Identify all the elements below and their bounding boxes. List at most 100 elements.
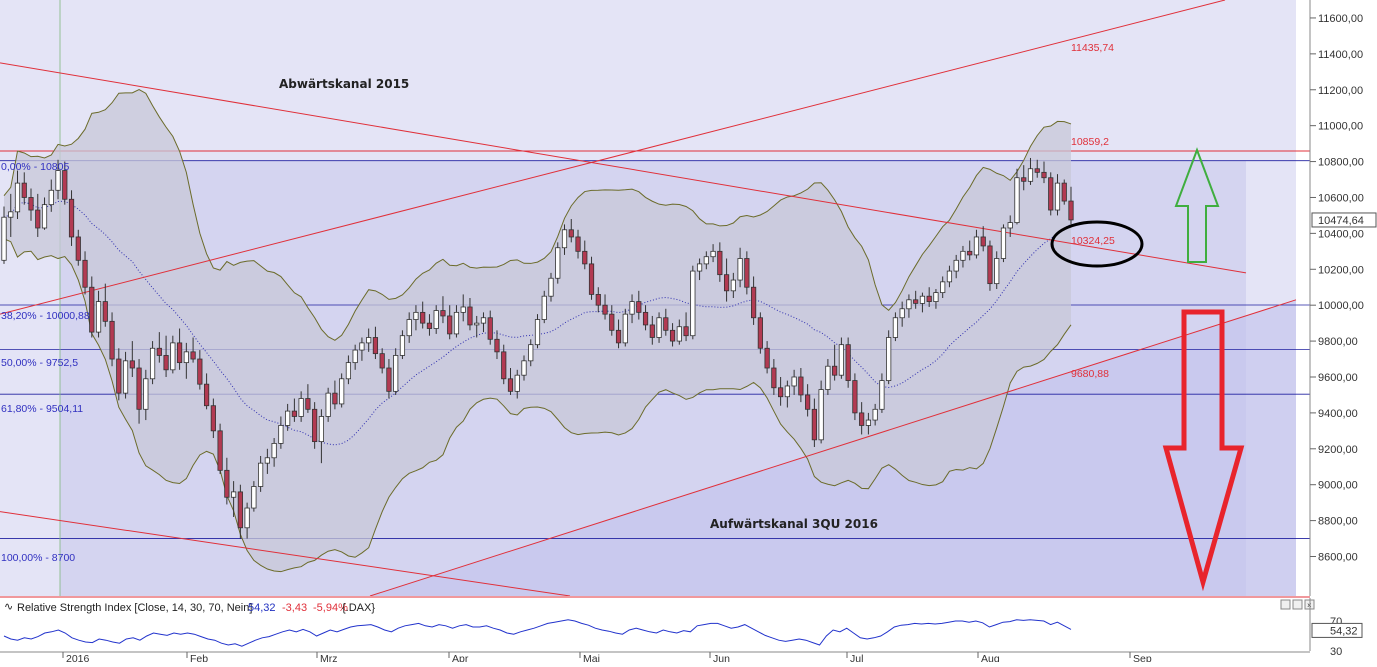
candle bbox=[278, 416, 284, 449]
candle-body-up bbox=[892, 317, 899, 338]
rsi-minimize-button[interactable] bbox=[1280, 599, 1291, 610]
candle bbox=[845, 337, 851, 388]
candle-body-up bbox=[960, 250, 966, 261]
candle bbox=[1, 206, 7, 264]
candle bbox=[271, 438, 277, 467]
candle bbox=[561, 224, 568, 255]
candle bbox=[62, 161, 68, 205]
level-label-10859: 10859,2 bbox=[1071, 136, 1109, 148]
candle bbox=[818, 380, 824, 444]
candle bbox=[751, 276, 757, 325]
candle-body-down bbox=[595, 294, 601, 306]
candle-body-down bbox=[176, 342, 183, 364]
candle bbox=[730, 272, 736, 298]
candle bbox=[102, 283, 108, 327]
candle-body-down bbox=[987, 245, 993, 285]
candle-body-up bbox=[899, 308, 905, 319]
candle bbox=[501, 344, 507, 385]
candle-body-up bbox=[818, 389, 824, 441]
y-tick-label: 9800,00 bbox=[1318, 336, 1358, 348]
fib-label-100: 100,00% - 8700 bbox=[1, 552, 75, 564]
candle-body-down bbox=[129, 360, 135, 369]
level-label-9680: 9680,88 bbox=[1071, 368, 1109, 380]
y-tick-label: 11000,00 bbox=[1318, 121, 1363, 133]
candle bbox=[791, 369, 797, 395]
candle bbox=[116, 348, 122, 401]
rsi-panel[interactable]: ∿ Relative Strength Index [Close, 14, 30… bbox=[0, 598, 1363, 658]
candle-body-up bbox=[1007, 222, 1013, 229]
arrow-up-icon bbox=[1174, 147, 1220, 263]
candle bbox=[379, 348, 385, 374]
candle-body-down bbox=[163, 355, 169, 371]
level-label-11435: 11435,74 bbox=[1071, 42, 1114, 54]
candle bbox=[960, 245, 966, 268]
candle bbox=[575, 229, 581, 259]
candle bbox=[622, 308, 628, 347]
candle bbox=[744, 251, 750, 295]
price-panel[interactable] bbox=[0, 0, 1310, 596]
candle-body-up bbox=[791, 376, 797, 387]
candle-body-down bbox=[156, 347, 162, 356]
candle-body-up bbox=[183, 351, 189, 364]
candle bbox=[406, 312, 412, 343]
candle bbox=[413, 305, 419, 331]
candle bbox=[609, 305, 615, 336]
candle-body-up bbox=[676, 326, 682, 342]
candle bbox=[771, 359, 777, 395]
candle bbox=[690, 265, 696, 340]
month-label: 2016 bbox=[66, 653, 90, 662]
candle bbox=[487, 310, 493, 345]
candle-body-down bbox=[859, 412, 865, 426]
candle bbox=[663, 308, 669, 336]
candle-body-up bbox=[399, 335, 406, 356]
candle-body-up bbox=[825, 365, 831, 390]
candle-body-up bbox=[528, 344, 534, 362]
candle bbox=[129, 341, 135, 377]
candle bbox=[217, 423, 223, 474]
candle-body-up bbox=[629, 301, 635, 315]
candle-body-up bbox=[946, 270, 953, 283]
candle bbox=[82, 251, 88, 295]
candle-body-up bbox=[271, 443, 277, 459]
candle bbox=[899, 301, 905, 327]
y-tick-label: 10600,00 bbox=[1318, 192, 1364, 204]
candle bbox=[420, 301, 426, 329]
candle bbox=[109, 312, 115, 367]
candle-body-down bbox=[602, 304, 608, 315]
candle bbox=[528, 339, 534, 367]
candle bbox=[258, 455, 264, 492]
candle-body-up bbox=[41, 204, 48, 229]
rsi-maximize-button[interactable] bbox=[1292, 599, 1303, 610]
candle bbox=[35, 193, 41, 237]
candle bbox=[649, 315, 655, 345]
candle bbox=[291, 398, 297, 422]
candle bbox=[838, 337, 844, 379]
candle-body-up bbox=[8, 211, 14, 218]
candle bbox=[764, 341, 770, 374]
candle-body-up bbox=[474, 322, 480, 326]
candle-body-up bbox=[1, 216, 7, 261]
candle bbox=[615, 319, 622, 349]
fib-label-0: 0,00% - 10805 bbox=[1, 161, 69, 173]
highlight-ellipse bbox=[1050, 220, 1144, 268]
candle-body-up bbox=[1000, 227, 1007, 259]
candle-body-up bbox=[318, 416, 324, 443]
candle bbox=[717, 242, 723, 282]
abwaertskanal-upper bbox=[0, 62, 1247, 274]
candle bbox=[393, 348, 399, 395]
candle-body-up bbox=[393, 355, 399, 392]
candle bbox=[143, 369, 149, 421]
candle-body-down bbox=[636, 301, 642, 313]
candle bbox=[886, 330, 892, 385]
candle bbox=[629, 294, 635, 324]
y-tick-label: 10400,00 bbox=[1318, 228, 1364, 240]
candle-body-down bbox=[683, 326, 689, 337]
candle bbox=[325, 387, 331, 422]
candle-body-up bbox=[480, 317, 487, 324]
candle bbox=[345, 355, 352, 385]
fib-label-382: 38,20% - 10000,88 bbox=[1, 310, 90, 322]
candle bbox=[710, 244, 716, 263]
candle-body-up bbox=[143, 378, 149, 410]
candle-body-down bbox=[507, 378, 514, 392]
